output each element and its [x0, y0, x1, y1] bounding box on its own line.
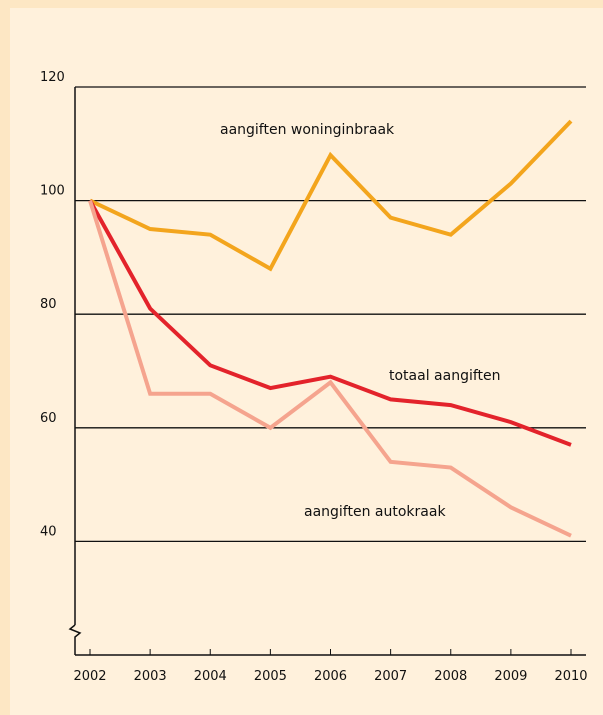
series-label: totaal aangiften	[389, 368, 501, 384]
x-tick-label: 2010	[554, 669, 587, 684]
panel	[10, 8, 603, 715]
y-tick-label: 80	[40, 297, 57, 312]
y-tick-label: 120	[40, 70, 65, 85]
x-tick-label: 2007	[374, 669, 407, 684]
x-tick-label: 2006	[314, 669, 347, 684]
y-tick-label: 40	[40, 524, 57, 539]
x-tick-label: 2003	[134, 669, 167, 684]
series-line	[88, 199, 572, 447]
x-tick-label: 2002	[73, 669, 106, 684]
x-tick-label: 2009	[494, 669, 527, 684]
x-tick-label: 2005	[254, 669, 287, 684]
y-tick-label: 60	[40, 411, 57, 426]
series-label: aangiften autokraak	[304, 504, 446, 520]
y-tick-label: 100	[40, 184, 65, 199]
series-line	[88, 200, 572, 538]
series-label: aangiften woninginbraak	[220, 122, 395, 138]
x-tick-label: 2004	[194, 669, 227, 684]
x-tick-label: 2008	[434, 669, 467, 684]
series-line	[89, 119, 573, 272]
axis-break	[68, 624, 82, 655]
